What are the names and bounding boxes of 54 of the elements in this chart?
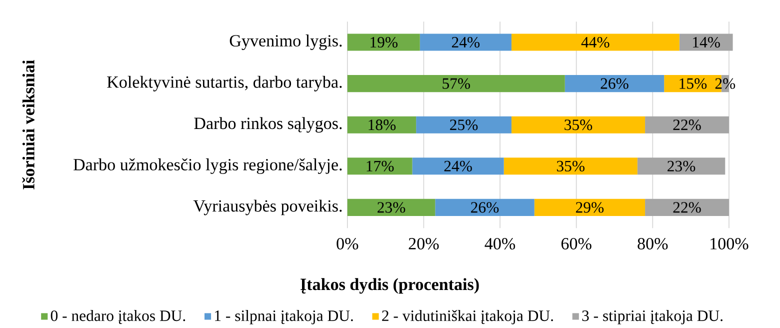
legend-label: 0 - nedaro įtakos DU. <box>50 310 186 324</box>
x-tick-label: 100% <box>710 238 748 250</box>
data-label: 35% <box>564 119 592 130</box>
data-label: 17% <box>366 160 394 172</box>
data-label: 25% <box>450 119 478 130</box>
data-label: 19% <box>370 36 398 48</box>
bar <box>347 158 412 175</box>
bar <box>564 75 664 92</box>
data-label: 35% <box>556 160 584 172</box>
y-tick-label: Gyvenimo lygis. <box>230 34 342 50</box>
bar <box>347 198 436 216</box>
x-tick-label: 60% <box>561 238 592 250</box>
bar <box>511 116 646 134</box>
x-tick-label: 80% <box>638 238 668 250</box>
data-label: 18% <box>368 119 396 130</box>
data-label: 26% <box>471 202 499 213</box>
data-label: 15% <box>680 78 707 89</box>
data-label: 22% <box>673 202 701 213</box>
data-label: 23% <box>378 202 406 213</box>
x-tick-label: 40% <box>484 238 516 250</box>
data-label: 24% <box>452 36 480 48</box>
data-label: 26% <box>600 78 628 89</box>
x-tick-label: 0% <box>336 238 358 250</box>
data-label: 29% <box>576 202 604 213</box>
y-tick-label: Darbo užmokesčio lygis regione/šalyje. <box>74 158 342 174</box>
bar <box>679 34 733 51</box>
y-tick-label: Darbo rinkos sąlygos. <box>194 117 342 133</box>
bar <box>435 198 534 216</box>
bar <box>347 34 420 51</box>
bar <box>420 34 512 51</box>
bar <box>504 158 638 175</box>
y-tick-label: Kolektyvinė sutartis, darbo taryba. <box>107 76 342 92</box>
data-label: 14% <box>693 36 720 48</box>
legend-label: 1 - silpnai įtakoja DU. <box>215 310 353 324</box>
bar <box>534 198 646 216</box>
bar <box>416 116 512 134</box>
y-axis-title: Išoriniai veiksniai <box>22 60 34 190</box>
x-tick-label: 20% <box>408 238 439 250</box>
legend-label: 2 - vidutiniškai įtakoja DU. <box>382 310 553 324</box>
bar <box>645 116 729 134</box>
bar <box>511 34 680 51</box>
data-label: 44% <box>581 36 610 48</box>
x-axis-title: Įtakos dydis (procentais) <box>300 278 479 294</box>
bar <box>347 75 565 92</box>
y-tick-label: Vyriausybės poveikis. <box>193 200 342 216</box>
bar <box>347 116 416 134</box>
bar <box>637 158 726 175</box>
bar <box>412 158 504 175</box>
data-label: 23% <box>668 160 696 172</box>
legend-label: 3 - stipriai įtakoja DU. <box>582 310 722 324</box>
data-label: 57% <box>442 78 470 89</box>
data-label: 22% <box>673 119 701 130</box>
data-label: 24% <box>444 160 472 172</box>
bar <box>645 198 729 216</box>
